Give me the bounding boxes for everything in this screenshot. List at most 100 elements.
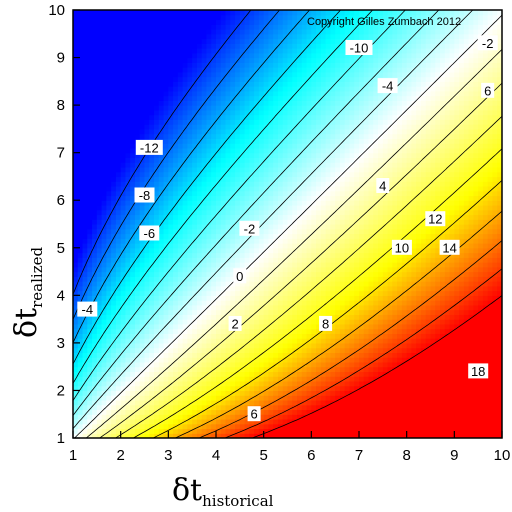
heatmap-cell [263, 119, 270, 125]
heatmap-cell [196, 428, 203, 434]
heatmap-cell [130, 276, 136, 282]
heatmap-cell [120, 266, 127, 273]
heatmap-cell [187, 357, 193, 363]
heatmap-cell [168, 423, 174, 430]
heatmap-cell [292, 385, 298, 392]
heatmap-cell [287, 347, 293, 353]
heatmap-cell [330, 338, 336, 344]
heatmap-cell [163, 361, 169, 368]
heatmap-cell [287, 105, 293, 111]
heatmap-cell [111, 124, 117, 130]
heatmap-cell [206, 105, 212, 111]
heatmap-cell [96, 71, 103, 78]
heatmap-cell [258, 271, 265, 277]
heatmap-cell [173, 166, 179, 173]
heatmap-cell [263, 200, 270, 206]
heatmap-cell [239, 319, 246, 325]
heatmap-cell [244, 24, 250, 30]
heatmap-cell [297, 209, 303, 216]
heatmap-cell [201, 295, 208, 301]
heatmap-cell [192, 171, 198, 178]
heatmap-cell [297, 33, 303, 40]
heatmap-cell [163, 185, 169, 192]
heatmap-cell [106, 266, 112, 273]
heatmap-cell [87, 214, 93, 220]
heatmap-cell [125, 152, 131, 159]
heatmap-cell [282, 62, 289, 68]
heatmap-cell [330, 19, 336, 25]
heatmap-cell [306, 219, 312, 225]
heatmap-cell [320, 224, 327, 230]
heatmap-cell [87, 166, 93, 173]
heatmap-cell [149, 214, 155, 220]
heatmap-cell [311, 414, 317, 420]
heatmap-cell [187, 71, 193, 78]
heatmap-cell [211, 143, 217, 149]
heatmap-cell [301, 414, 308, 420]
heatmap-cell [192, 204, 198, 211]
heatmap-cell [101, 347, 107, 353]
heatmap-cell [225, 166, 231, 173]
heatmap-cell [120, 114, 127, 120]
heatmap-cell [120, 24, 127, 30]
heatmap-cell [273, 233, 279, 239]
heatmap-cell [316, 81, 322, 87]
heatmap-cell [82, 233, 88, 239]
heatmap-cell [192, 157, 198, 163]
heatmap-cell [220, 366, 227, 373]
heatmap-cell [111, 309, 117, 315]
heatmap-cell [130, 257, 136, 263]
heatmap-cell [325, 57, 331, 63]
heatmap-cell [82, 29, 88, 35]
heatmap-cell [301, 224, 308, 230]
heatmap-cell [139, 243, 146, 249]
heatmap-cell [106, 376, 112, 382]
heatmap-cell [125, 95, 131, 101]
heatmap-cell [87, 133, 93, 139]
heatmap-cell [311, 109, 317, 116]
heatmap-cell [173, 376, 179, 382]
heatmap-cell [101, 271, 107, 277]
heatmap-cell [144, 376, 150, 382]
heatmap-cell [77, 147, 84, 154]
heatmap-cell [301, 399, 308, 406]
heatmap-cell [325, 185, 331, 192]
heatmap-cell [192, 43, 198, 49]
heatmap-cell [130, 243, 136, 249]
heatmap-cell [263, 428, 270, 434]
heatmap-cell [230, 33, 236, 40]
heatmap-cell [101, 300, 107, 306]
heatmap-cell [216, 200, 222, 206]
heatmap-cell [111, 262, 117, 268]
heatmap-cell [144, 300, 150, 306]
heatmap-cell [320, 185, 327, 192]
heatmap-cell [225, 290, 231, 296]
heatmap-cell [87, 181, 93, 187]
heatmap-cell [249, 304, 255, 311]
heatmap-cell [163, 57, 169, 63]
heatmap-cell [273, 428, 279, 434]
heatmap-cell [287, 152, 293, 159]
heatmap-cell [301, 90, 308, 97]
heatmap-cell [163, 352, 169, 358]
heatmap-cell [201, 10, 208, 16]
heatmap-cell [125, 328, 131, 334]
heatmap-cell [120, 271, 127, 277]
heatmap-cell [77, 224, 84, 230]
heatmap-cell [177, 81, 184, 87]
heatmap-cell [73, 266, 79, 273]
heatmap-cell [149, 361, 155, 368]
heatmap-cell [154, 90, 160, 97]
heatmap-cell [168, 319, 174, 325]
heatmap-cell [168, 323, 174, 330]
heatmap-cell [77, 105, 84, 111]
heatmap-cell [220, 433, 227, 438]
heatmap-cell [292, 114, 298, 120]
heatmap-cell [320, 181, 327, 187]
heatmap-cell [125, 300, 131, 306]
heatmap-cell [92, 281, 98, 287]
heatmap-cell [325, 399, 331, 406]
heatmap-cell [168, 371, 174, 377]
heatmap-cell [211, 219, 217, 225]
heatmap-cell [316, 38, 322, 44]
